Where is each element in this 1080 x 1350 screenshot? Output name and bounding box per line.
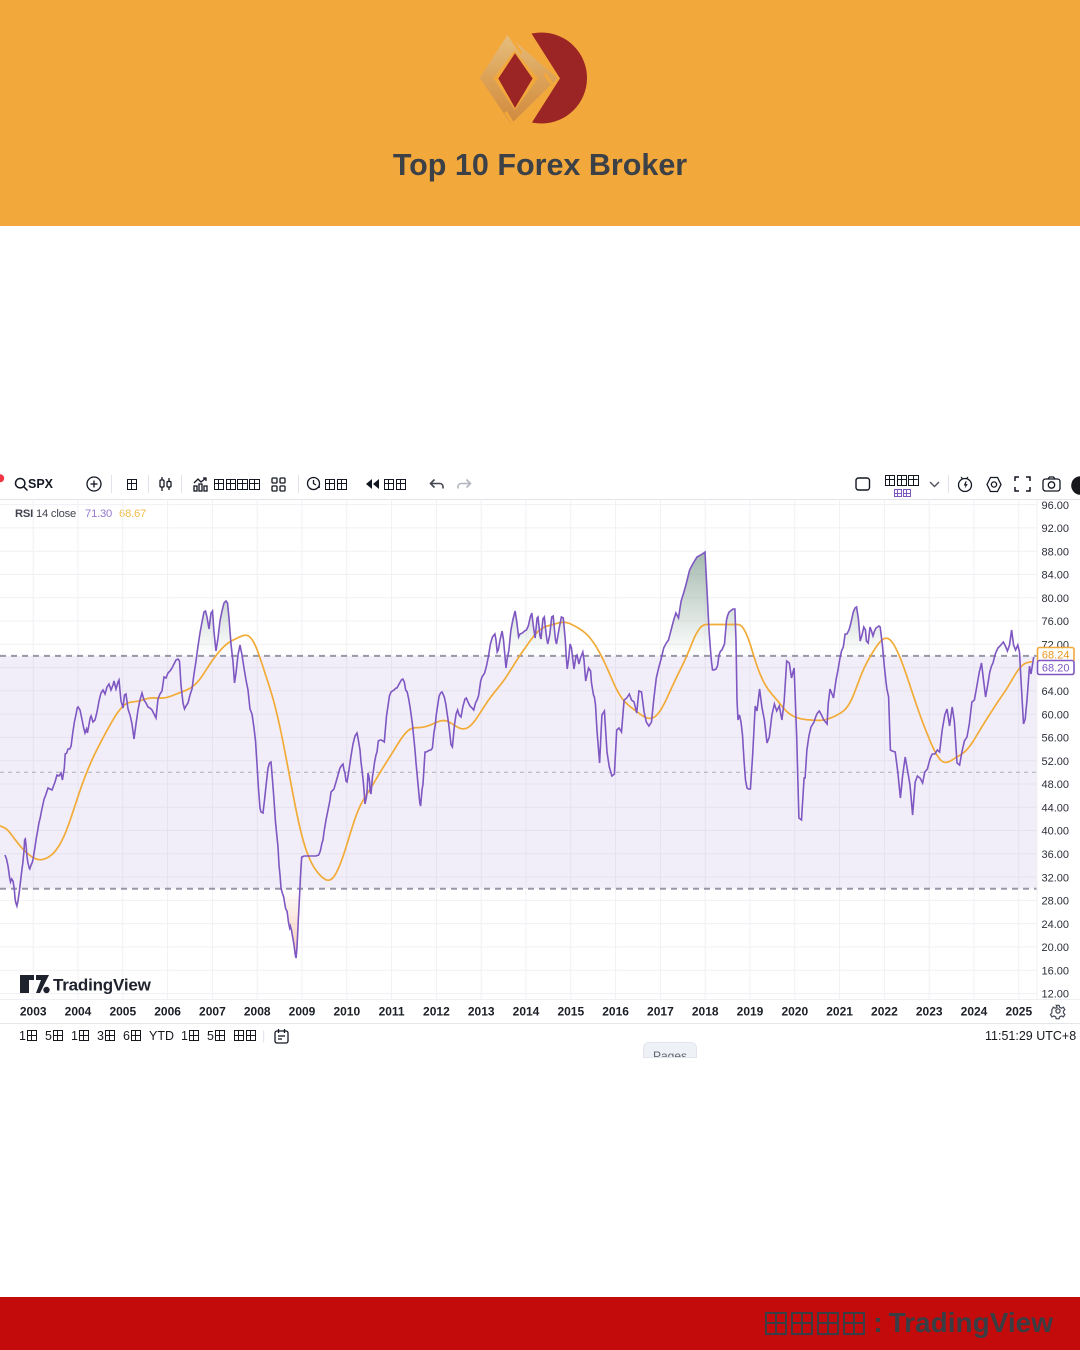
svg-text:80.00: 80.00: [1042, 593, 1070, 605]
svg-text:2015: 2015: [557, 1005, 584, 1019]
svg-text:TradingView: TradingView: [53, 976, 152, 995]
svg-text:2005: 2005: [109, 1005, 136, 1019]
svg-text:2020: 2020: [781, 1005, 808, 1019]
svg-text:68.24: 68.24: [1042, 649, 1070, 661]
svg-text:2013: 2013: [468, 1005, 495, 1019]
svg-text:2024: 2024: [961, 1005, 988, 1019]
svg-text:2003: 2003: [20, 1005, 47, 1019]
svg-text:28.00: 28.00: [1042, 896, 1070, 908]
svg-text:88.00: 88.00: [1042, 546, 1070, 558]
svg-text:20.00: 20.00: [1042, 942, 1070, 954]
svg-text:36.00: 36.00: [1042, 849, 1070, 861]
svg-text:2018: 2018: [692, 1005, 719, 1019]
svg-text:2017: 2017: [647, 1005, 674, 1019]
svg-text:2021: 2021: [826, 1005, 853, 1019]
svg-text:52.00: 52.00: [1042, 756, 1070, 768]
svg-text:84.00: 84.00: [1042, 570, 1070, 582]
svg-text:32.00: 32.00: [1042, 872, 1070, 884]
svg-text:16.00: 16.00: [1042, 965, 1070, 977]
svg-text:2019: 2019: [737, 1005, 764, 1019]
svg-text:48.00: 48.00: [1042, 779, 1070, 791]
svg-text:56.00: 56.00: [1042, 733, 1070, 745]
svg-text:2008: 2008: [244, 1005, 271, 1019]
svg-text:40.00: 40.00: [1042, 826, 1070, 838]
svg-text:64.00: 64.00: [1042, 686, 1070, 698]
svg-text:44.00: 44.00: [1042, 802, 1070, 814]
svg-text:2011: 2011: [379, 1005, 405, 1019]
svg-text:24.00: 24.00: [1042, 919, 1070, 931]
svg-text:68.20: 68.20: [1042, 662, 1070, 674]
svg-text:2025: 2025: [1005, 1005, 1032, 1019]
svg-text:96.00: 96.00: [1042, 500, 1070, 512]
svg-text:12.00: 12.00: [1042, 989, 1070, 1001]
svg-text:2007: 2007: [199, 1005, 226, 1019]
svg-text:2012: 2012: [423, 1005, 450, 1019]
svg-text:2016: 2016: [602, 1005, 629, 1019]
svg-text:2009: 2009: [289, 1005, 316, 1019]
svg-text:2023: 2023: [916, 1005, 943, 1019]
svg-text:2006: 2006: [154, 1005, 181, 1019]
svg-text:60.00: 60.00: [1042, 709, 1070, 721]
svg-text:2004: 2004: [65, 1005, 92, 1019]
svg-text:76.00: 76.00: [1042, 616, 1070, 628]
svg-text:92.00: 92.00: [1042, 523, 1070, 535]
svg-text:2010: 2010: [333, 1005, 360, 1019]
svg-text:2022: 2022: [871, 1005, 898, 1019]
svg-text:2014: 2014: [513, 1005, 540, 1019]
